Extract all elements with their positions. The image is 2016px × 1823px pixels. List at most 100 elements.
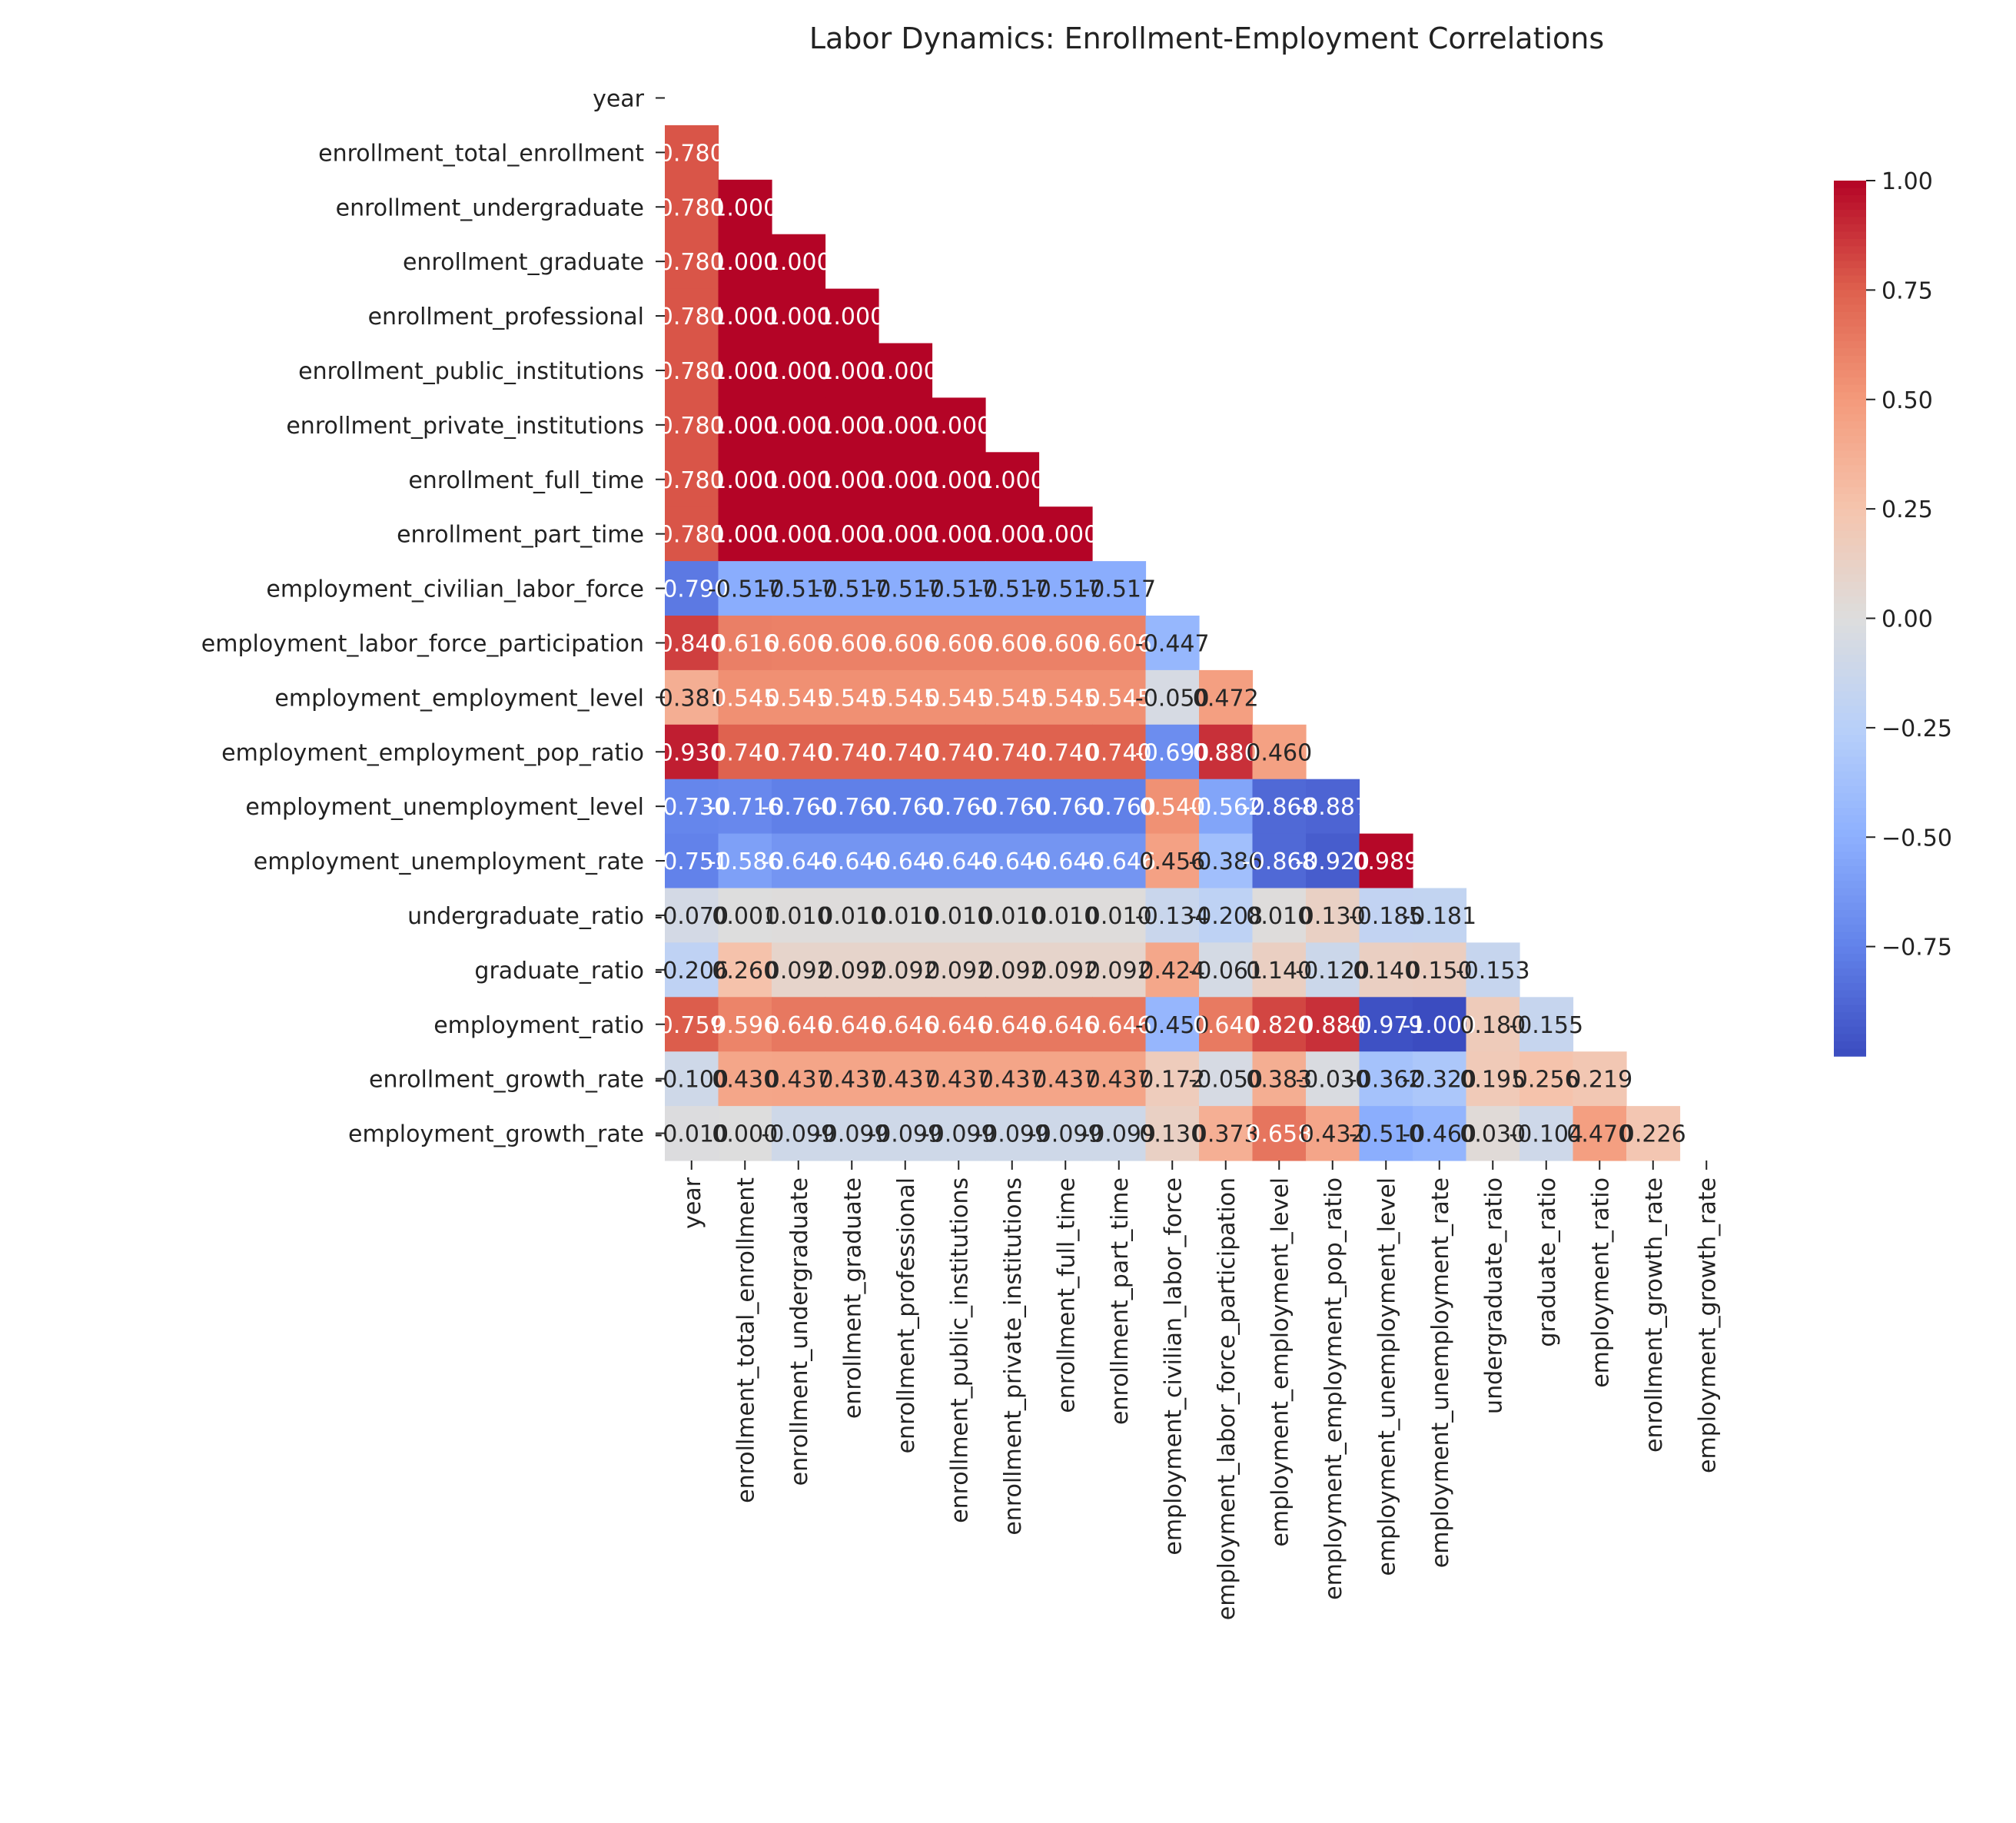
cell-value-label: -0.208 [1188, 903, 1263, 930]
cell-value-label: 1.000 [872, 358, 938, 385]
cell-value-label: -0.070 [654, 903, 729, 930]
heatmap-cell [772, 506, 826, 562]
x-tick-label: enrollment_growth_rate [1641, 1177, 1668, 1453]
colorbar-segment [1834, 326, 1866, 335]
y-tick-label: employment_unemployment_level [245, 794, 644, 821]
heatmap-cell [772, 561, 826, 616]
cell-value-label: -0.920 [1295, 848, 1370, 875]
heatmap-cell [1573, 1051, 1627, 1107]
heatmap-cell [665, 397, 719, 453]
cell-value-label: 1.000 [819, 413, 885, 440]
cell-value-label: 0.437 [1032, 1067, 1098, 1094]
heatmap-cell [825, 288, 879, 344]
x-tick-label: enrollment_part_time [1107, 1177, 1134, 1425]
heatmap-cell [1092, 779, 1147, 835]
heatmap-cell [1199, 724, 1254, 780]
cell-value-label: 1.000 [872, 467, 938, 494]
cell-value-label: 1.000 [712, 249, 778, 276]
cell-value-label: -0.646 [922, 848, 996, 875]
heatmap-cell [718, 616, 772, 671]
heatmap-cell [825, 1106, 879, 1161]
colorbar-tick-label: 1.00 [1881, 168, 1933, 195]
cell-value-label: 0.740 [1032, 739, 1098, 766]
cell-value-label: 0.596 [712, 1012, 778, 1039]
colorbar-segment [1834, 1019, 1866, 1028]
colorbar-segment [1834, 618, 1866, 626]
heatmap-cell [665, 1051, 719, 1107]
heatmap-cell [1092, 669, 1147, 726]
colorbar-segment [1834, 267, 1866, 277]
colorbar-segment [1834, 311, 1866, 320]
cell-value-label: -0.104 [1509, 1121, 1583, 1148]
cell-value-label: -0.206 [654, 958, 729, 985]
cell-value-label: 1.000 [925, 467, 991, 494]
colorbar-tick-label: −0.25 [1881, 716, 1952, 742]
colorbar-segment [1834, 202, 1866, 211]
colorbar-segment [1834, 436, 1866, 444]
cell-value-label: 0.759 [659, 1012, 725, 1039]
heatmap-cell [825, 669, 879, 726]
heatmap-cell [772, 942, 826, 998]
x-tick-label: employment_civilian_labor_force [1160, 1177, 1187, 1556]
cell-value-label: -0.760 [975, 794, 1049, 821]
colorbar-segment [1834, 355, 1866, 364]
cell-value-label: 0.545 [1086, 685, 1152, 712]
cell-value-label: 1.000 [712, 413, 778, 440]
heatmap-cell [665, 669, 719, 726]
cell-value-label: -0.099 [922, 1121, 996, 1148]
cell-value-label: 0.989 [1353, 848, 1419, 875]
colorbar-segment [1834, 553, 1866, 561]
colorbar-segment [1834, 428, 1866, 437]
colorbar-segment [1834, 530, 1866, 539]
heatmap-cell [1306, 1051, 1360, 1107]
colorbar-segment [1834, 625, 1866, 634]
colorbar-segment [1834, 800, 1866, 809]
heatmap-cell [1413, 1106, 1467, 1161]
colorbar-segment [1834, 567, 1866, 576]
x-tick-label: enrollment_undergraduate [786, 1177, 813, 1486]
heatmap-cell [985, 833, 1040, 889]
heatmap-cell [1092, 616, 1147, 671]
cell-value-label: -0.099 [1081, 1121, 1156, 1148]
x-tick-label: enrollment_private_institutions [1000, 1177, 1027, 1536]
cell-value-label: 1.000 [925, 522, 991, 549]
cell-value-label: 0.256 [1513, 1067, 1579, 1094]
colorbar-segment [1834, 742, 1866, 751]
colorbar-segment [1834, 852, 1866, 860]
heatmap-cell [1519, 997, 1574, 1052]
heatmap-cell [1145, 616, 1200, 671]
heatmap-cell [1145, 1106, 1200, 1161]
cell-value-label: 0.606 [979, 630, 1045, 657]
cell-value-label: -0.690 [1135, 739, 1210, 766]
heatmap-cell [718, 561, 772, 616]
heatmap-cell [665, 616, 719, 671]
cell-value-label: 1.000 [712, 467, 778, 494]
heatmap-cell [665, 724, 719, 780]
heatmap-cell [932, 669, 986, 726]
colorbar-segment [1834, 399, 1866, 408]
heatmap-cell [825, 779, 879, 835]
cell-value-label: 0.001 [712, 903, 778, 930]
colorbar-segment [1834, 808, 1866, 816]
cell-value-label: 1.000 [712, 522, 778, 549]
colorbar-tick-label: −0.50 [1881, 825, 1952, 852]
cell-value-label: 0.616 [712, 630, 778, 657]
heatmap-cell [1199, 833, 1254, 889]
cell-value-label: 0.740 [819, 739, 885, 766]
heatmap-cell [878, 669, 933, 726]
heatmap-cell [665, 288, 719, 344]
heatmap-cell [1413, 888, 1467, 943]
heatmap-cell [665, 888, 719, 943]
heatmap-cell [932, 888, 986, 943]
cell-value-label: -0.099 [761, 1121, 835, 1148]
colorbar-segment [1834, 538, 1866, 546]
heatmap-cell [1252, 997, 1307, 1052]
colorbar-segment [1834, 443, 1866, 451]
heatmap-cell [1038, 561, 1093, 616]
x-tick-label: enrollment_full_time [1053, 1177, 1080, 1413]
colorbar-segment [1834, 290, 1866, 298]
cell-value-label: -0.061 [1188, 958, 1263, 985]
y-axis-labels: year enrollment_total_enrollment enrollmen… [201, 85, 665, 1148]
colorbar-segment [1834, 968, 1866, 977]
